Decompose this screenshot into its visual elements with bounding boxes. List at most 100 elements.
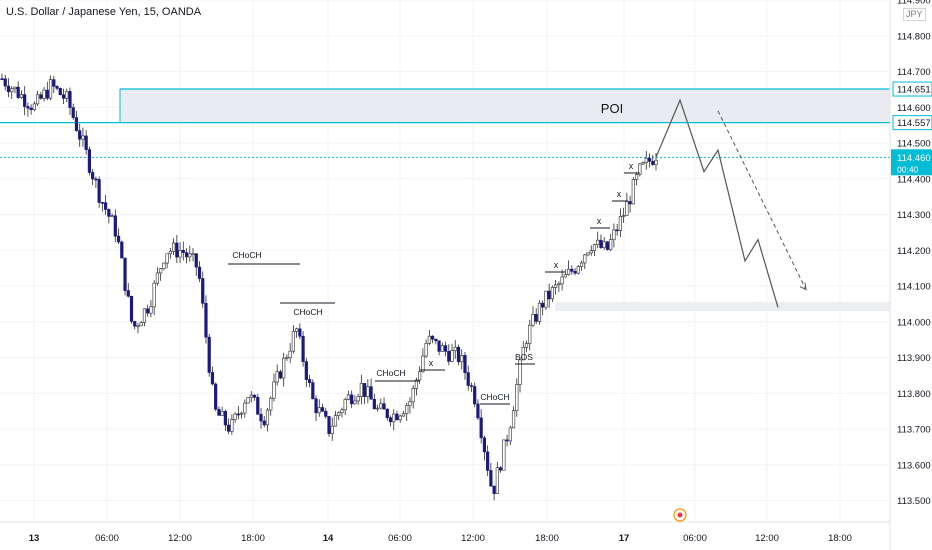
candle [395, 413, 399, 421]
candle [45, 89, 49, 99]
candle [531, 313, 535, 326]
candle [110, 215, 114, 218]
candle [36, 94, 40, 105]
candle [583, 254, 587, 264]
candle [356, 396, 360, 402]
candle [521, 347, 525, 361]
candle [505, 439, 509, 442]
candle [550, 287, 554, 300]
candle [52, 79, 56, 87]
candle [107, 209, 111, 217]
candle [236, 413, 240, 416]
candle [605, 241, 610, 250]
candle [298, 328, 302, 337]
candle [68, 91, 72, 108]
candle [434, 338, 438, 342]
candle [175, 242, 179, 258]
candle [414, 379, 419, 389]
candle [615, 229, 619, 232]
candle [566, 268, 571, 275]
candle [372, 398, 376, 410]
candle [537, 302, 542, 322]
candle [291, 331, 295, 352]
candle [139, 322, 143, 327]
candle [460, 355, 464, 363]
candle [194, 253, 198, 268]
candle [126, 290, 130, 297]
y-tick-label: 114.100 [897, 282, 931, 293]
candle [16, 86, 20, 98]
candle [579, 262, 584, 267]
candle [651, 161, 655, 165]
candle [453, 346, 457, 351]
candle [227, 424, 231, 432]
candle [638, 163, 642, 175]
candle [55, 86, 59, 89]
candle [220, 410, 224, 416]
candle [385, 408, 389, 419]
candle [421, 355, 425, 373]
candle [346, 394, 351, 400]
candle [498, 467, 503, 471]
candle [447, 351, 451, 362]
session-marker-dot [677, 512, 683, 518]
candle [155, 272, 160, 284]
candle [136, 325, 140, 328]
candle [259, 414, 263, 422]
candle [473, 386, 477, 405]
y-tick-label: 114.000 [897, 317, 931, 328]
candle [104, 202, 108, 210]
candle [644, 157, 648, 163]
structure-label: x [429, 358, 434, 368]
candle [304, 361, 308, 380]
candle [78, 130, 82, 140]
candle [599, 239, 603, 248]
structure-label: CHoCH [376, 368, 405, 378]
candle [197, 266, 202, 279]
candle [184, 252, 189, 258]
poi-label: POI [601, 101, 623, 116]
y-tick-label: 114.700 [897, 67, 931, 78]
candle [353, 400, 357, 405]
currency-unit-label[interactable]: JPY [903, 8, 926, 21]
candle [243, 402, 247, 414]
candle [100, 202, 104, 204]
candle [249, 394, 253, 398]
candle [81, 135, 85, 140]
price-label-box [892, 81, 932, 97]
candle [405, 405, 409, 415]
candle [489, 470, 493, 487]
x-tick-label: 06:00 [388, 533, 412, 544]
candle [641, 162, 645, 165]
candle [515, 384, 519, 411]
candle [142, 308, 147, 323]
candle [330, 425, 334, 434]
candle [456, 346, 461, 363]
candle [573, 271, 577, 274]
candle [576, 266, 580, 274]
candle [518, 359, 522, 385]
last-price-badge [891, 149, 932, 176]
candle [217, 408, 221, 416]
candle [495, 467, 499, 494]
x-tick-label: 18:00 [828, 533, 852, 544]
y-tick-label: 114.300 [897, 210, 931, 221]
candle [39, 94, 43, 99]
candle [424, 343, 428, 357]
candle [282, 357, 286, 379]
y-tick-label: 114.200 [897, 246, 931, 257]
x-tick-label: 14 [323, 533, 334, 544]
candle [133, 321, 137, 327]
projection-dashed-path [717, 110, 807, 290]
candle [113, 215, 117, 237]
candle [152, 282, 156, 308]
candle [557, 283, 561, 286]
candle [544, 290, 548, 308]
candle [162, 262, 166, 270]
structure-label: CHoCH [293, 307, 322, 317]
candle [246, 397, 250, 404]
candle [71, 107, 75, 118]
candle [469, 385, 474, 387]
